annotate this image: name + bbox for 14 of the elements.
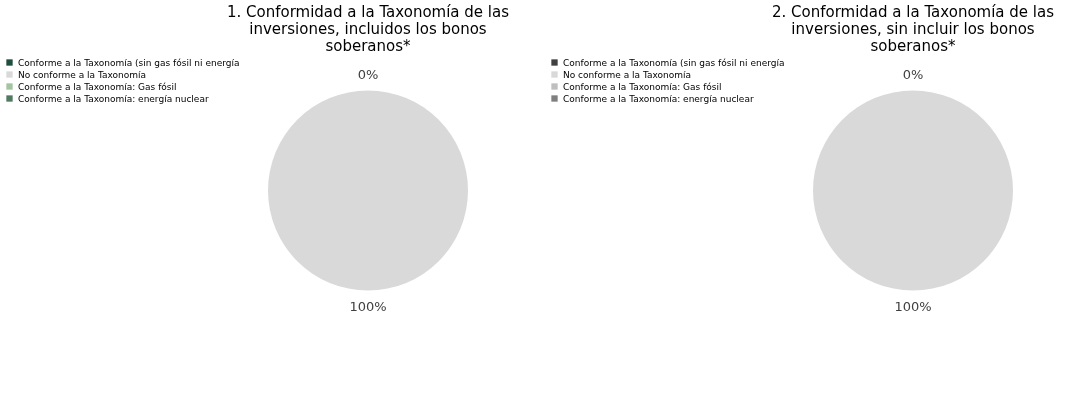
data-label: 100% [349,298,387,314]
legend-label: No conforme a la Taxonomía [563,69,691,80]
legend-label: Conforme a la Taxonomía: energía nuclear [563,93,754,104]
legend-label: Conforme a la Taxonomía: Gas fósil [18,81,177,92]
legend-label: Conforme a la Taxonomía: energía nuclear [18,93,209,104]
legend-label: Conforme a la Taxonomía (sin gas fósil ni energía [18,57,240,68]
legend-label: Conforme a la Taxonomía: Gas fósil [563,81,722,92]
text: 0% [902,66,924,82]
legend-label: Conforme a la Taxonomía (sin gas fósil ni energía [563,57,785,68]
chart-title: 2. Conformidad a la Taxonomía de las inversiones, sin incluir los bonos soberanos* [771,3,1055,55]
chart-title: 1. Conformidad a la Taxonomía de las inversiones, incluidos los bonos soberanos* [226,3,510,55]
data-label: 100% [894,298,932,314]
text: 0% [357,66,379,82]
legend-label: No conforme a la Taxonomía [18,69,146,80]
